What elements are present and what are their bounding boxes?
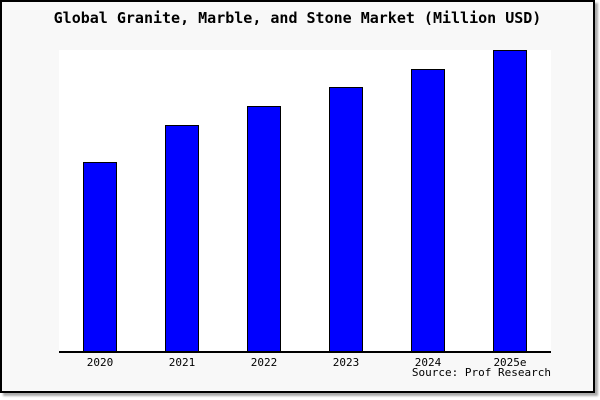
bar-slot-2020 [59,50,141,351]
bar-2024 [411,68,445,351]
bar-slot-2022 [223,50,305,351]
x-tick-label-2020: 2020 [86,356,114,369]
x-tick-label-2025e: 2025e [493,356,527,369]
chart-title: Global Granite, Marble, and Stone Market… [53,9,542,27]
x-axis-line [59,351,551,353]
plot-area [59,50,551,351]
bar-2023 [329,87,363,351]
chart-window: Global Granite, Marble, and Stone Market… [0,0,595,393]
x-tick-label-2022: 2022 [250,356,278,369]
x-tick-label-2021: 2021 [168,356,196,369]
x-tick-label-2023: 2023 [332,356,360,369]
bar-slot-2021 [141,50,223,351]
bar-slot-2025e [469,50,551,351]
x-axis-labels: 2020 2021 2022 2023 2024 2025e [59,356,551,369]
bar-2022 [247,106,281,351]
source-label: Source: Prof Research [411,366,551,379]
bar-2025e [493,50,527,351]
bar-slot-2023 [305,50,387,351]
bar-2021 [165,124,199,351]
bar-2020 [83,161,117,351]
x-tick-label-2024: 2024 [414,356,442,369]
bar-slot-2024 [387,50,469,351]
